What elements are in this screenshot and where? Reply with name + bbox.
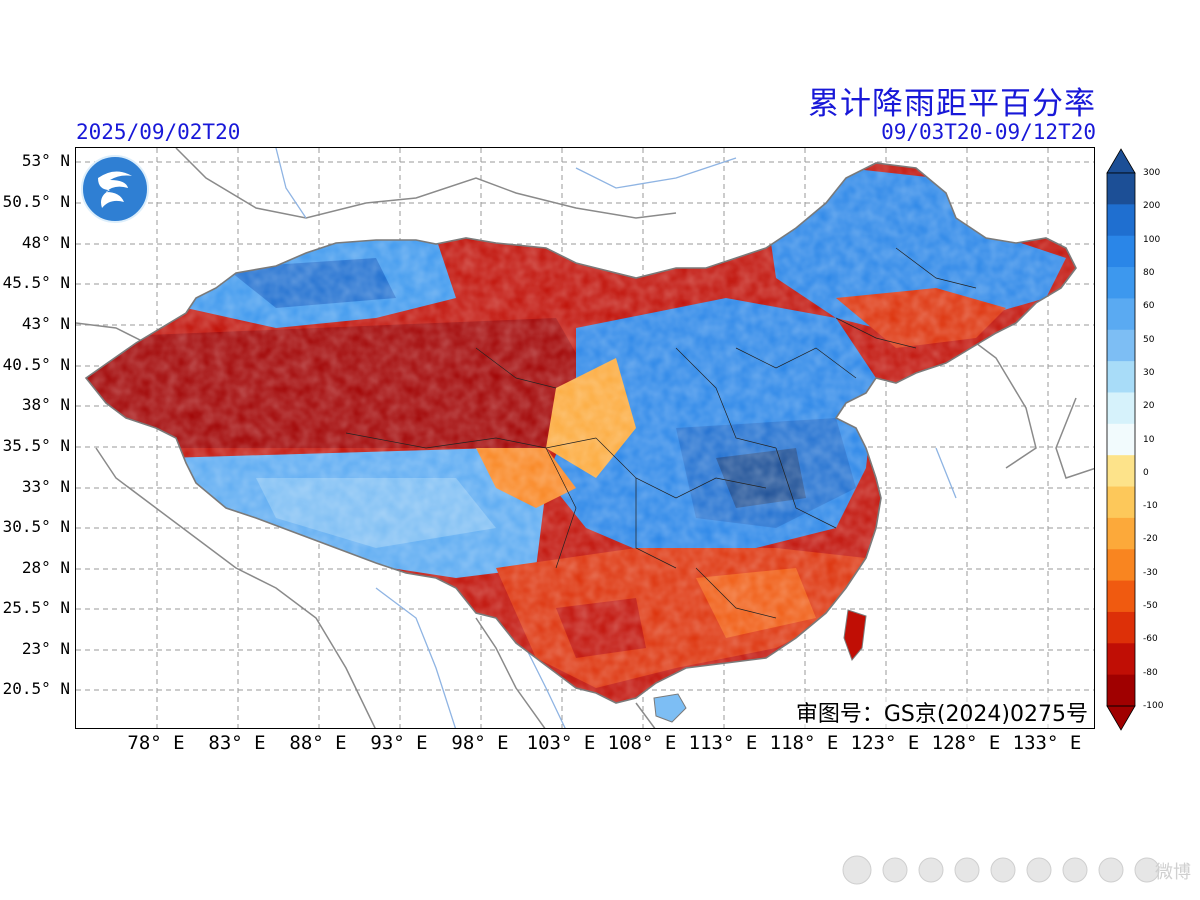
colorbar-tick-label: 300: [1143, 168, 1161, 178]
colorbar-swatch: [1107, 486, 1135, 519]
colorbar-swatch: [1107, 204, 1135, 237]
colorbar-tick-label: -20: [1143, 534, 1158, 545]
lat-tick-label: 33° N: [21, 477, 70, 496]
colorbar-swatch: [1107, 361, 1135, 393]
colorbar-tick-label: -30: [1143, 567, 1158, 578]
lon-tick-label: 118° E: [769, 732, 839, 754]
colorbar-swatch: [1107, 329, 1135, 362]
lat-tick-label: 20.5° N: [2, 679, 70, 698]
lon-tick-label: 128° E: [931, 732, 1001, 754]
chart-title: 累计降雨距平百分率: [808, 86, 1096, 122]
lat-tick-label: 43° N: [21, 314, 70, 333]
colorbar-swatch: [1107, 580, 1135, 613]
colorbar-swatch: [1107, 298, 1135, 331]
colorbar-tick-label: -60: [1143, 634, 1158, 645]
lon-tick-label: 123° E: [850, 732, 920, 754]
colorbar-tick-label: 20: [1143, 401, 1155, 412]
lat-tick-label: 53° N: [21, 151, 70, 170]
init-time: 2025/09/02T20: [76, 120, 241, 144]
lon-tick-label: 83° E: [208, 732, 266, 754]
colorbar-tick-label: 0: [1143, 467, 1149, 478]
colorbar-swatch: [1107, 517, 1135, 550]
colorbar-swatch: [1107, 643, 1135, 676]
colorbar-swatch: [1107, 173, 1135, 205]
lon-tick-label: 98° E: [451, 732, 509, 754]
lat-tick-label: 38° N: [21, 395, 70, 414]
weibo-watermark-icon: [842, 855, 1160, 885]
province-borders: [345, 247, 977, 619]
latitude-axis: 53° N 50.5° N 48° N 45.5° N 43° N 40.5° N 38° …: [0, 147, 74, 729]
lon-tick-label: 108° E: [607, 732, 677, 754]
colorbar-tick-label: -80: [1143, 667, 1158, 678]
weather-service-logo-icon: [81, 155, 149, 223]
lat-tick-label: 40.5° N: [2, 355, 70, 374]
colorbar-tick-label: -10: [1143, 501, 1158, 512]
colorbar-tick-label: 100: [1143, 234, 1161, 245]
lon-tick-label: 88° E: [289, 732, 347, 754]
colorbar-swatch: [1107, 611, 1135, 644]
colorbar-tick-label: -100: [1143, 701, 1164, 711]
china-outline: [84, 162, 1077, 704]
colorbar-swatch: [1107, 674, 1135, 707]
taiwan-region: [843, 609, 867, 661]
lat-tick-label: 50.5° N: [2, 192, 70, 211]
lon-tick-label: 133° E: [1012, 732, 1082, 754]
lon-tick-label: 78° E: [127, 732, 185, 754]
lon-tick-label: 103° E: [526, 732, 596, 754]
map-approval-number: 审图号：GS京(2024)0275号: [793, 696, 1090, 728]
lat-tick-label: 45.5° N: [2, 273, 70, 292]
colorbar-swatch: [1107, 235, 1135, 268]
colorbar-tick-label: 30: [1143, 367, 1155, 378]
lat-tick-label: 23° N: [21, 639, 70, 658]
colorbar-frame: [1106, 172, 1136, 707]
colorbar-swatch: [1107, 392, 1135, 425]
longitude-axis: 78° E 83° E 88° E 93° E 98° E 103° E 108° E 113…: [75, 732, 1095, 758]
hainan-region: [653, 693, 687, 723]
colorbar-tick-label: 60: [1143, 301, 1155, 312]
colorbar-extend-min: [1106, 705, 1136, 731]
lat-tick-label: 48° N: [21, 233, 70, 252]
colorbar-tick-label: 200: [1143, 201, 1161, 212]
colorbar-tick-label: 80: [1143, 267, 1155, 278]
watermark: 微博: [835, 848, 1195, 892]
watermark-text: 微博: [1155, 862, 1191, 883]
colorbar-swatch: [1107, 267, 1135, 299]
colorbar-extend-max: [1106, 148, 1136, 174]
lat-tick-label: 35.5° N: [2, 436, 70, 455]
colorbar-swatch: [1107, 455, 1135, 488]
lat-tick-label: 28° N: [21, 558, 70, 577]
colorbar-tick-label: 10: [1143, 434, 1155, 445]
colorbar-swatches: [1106, 148, 1136, 731]
colorbar-tick-label: -50: [1143, 601, 1158, 612]
precipitation-anomaly-map: [76, 148, 1094, 728]
map-frame: 审图号：GS京(2024)0275号: [75, 147, 1095, 729]
lon-tick-label: 113° E: [688, 732, 758, 754]
colorbar-tick-label: 50: [1143, 334, 1155, 345]
lat-tick-label: 30.5° N: [2, 517, 70, 536]
lon-tick-label: 93° E: [370, 732, 428, 754]
valid-range: 09/03T20-09/12T20: [881, 120, 1096, 144]
colorbar: 300 200 100 80 60 50 30 20 10 0 -10 -20 -30 -50 -60 -80…: [1105, 147, 1185, 732]
colorbar-swatch: [1107, 423, 1135, 456]
lat-tick-label: 25.5° N: [2, 598, 70, 617]
colorbar-swatch: [1107, 549, 1135, 582]
